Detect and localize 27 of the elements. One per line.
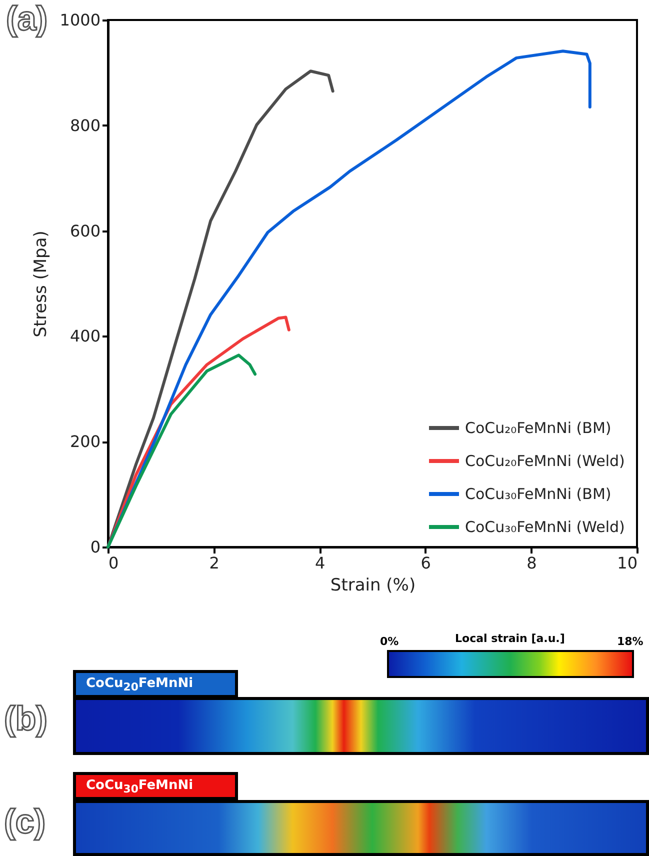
y-axis-title: Stress (Mpa)	[30, 230, 51, 338]
text: CoCu$_{30}$FeMnNi	[73, 772, 238, 800]
legend-label: CoCu₂₀FeMnNi (Weld)	[465, 452, 625, 470]
y-tick-label: 600	[70, 221, 100, 240]
legend-label: CoCu₂₀FeMnNi (BM)	[465, 419, 612, 437]
y-tick-label: 400	[70, 326, 100, 346]
x-tick-label: 8	[526, 554, 537, 572]
legend-label: CoCu₃₀FeMnNi (Weld)	[465, 518, 625, 536]
line-series	[106, 354, 257, 548]
y-tick-label: 200	[70, 432, 100, 452]
x-tick-label: 0	[108, 554, 119, 572]
legend-label: CoCu₃₀FeMnNi (BM)	[465, 485, 612, 503]
text: (c)	[4, 803, 46, 842]
y-tick-label: 800	[70, 116, 100, 135]
x-tick-label: 4	[315, 554, 326, 572]
text: 0%	[380, 635, 399, 648]
x-tick-label: 2	[209, 554, 220, 572]
x-tick-label: 10	[617, 554, 638, 572]
text: (b)	[4, 700, 48, 739]
text: 18%	[617, 635, 644, 648]
x-tick-label: 6	[420, 554, 431, 572]
x-axis-title: Strain (%)	[330, 576, 416, 596]
y-tick-label: 0	[90, 538, 100, 556]
y-tick-label: 1000	[60, 10, 100, 30]
text: CoCu$_{20}$FeMnNi	[73, 670, 238, 698]
text: (a)	[6, 0, 48, 39]
text: Local strain [a.u.]	[455, 632, 565, 645]
